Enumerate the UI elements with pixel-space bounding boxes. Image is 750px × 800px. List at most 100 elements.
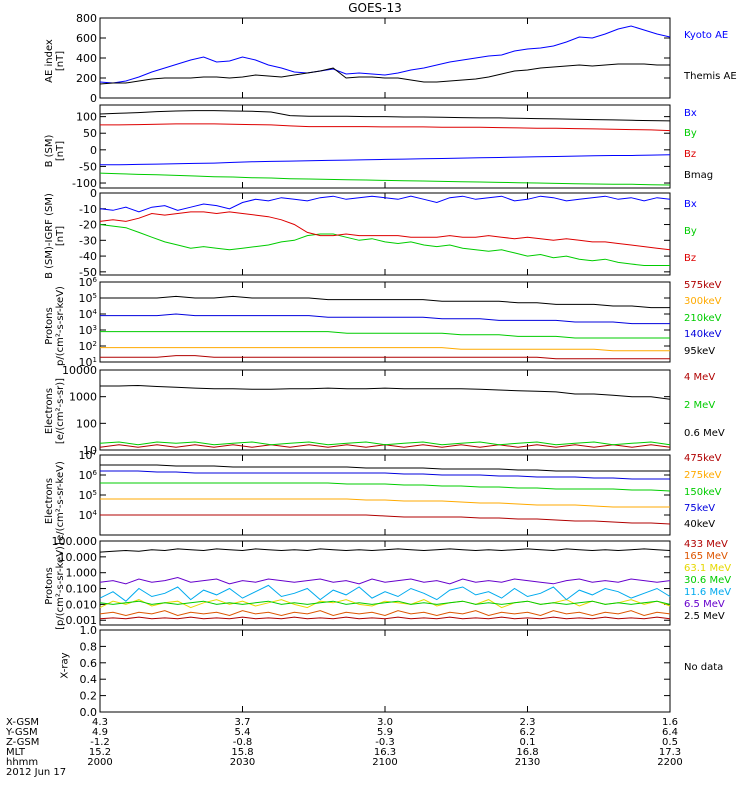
ytick-label-electrons1: 100 (76, 417, 97, 430)
ytick-label-protons2: 1.000 (66, 567, 98, 580)
ytick-label-bigrf: -30 (79, 234, 97, 247)
legend-11-6mev: 11.6 MeV (684, 587, 732, 598)
series-line-bsm-bz (100, 123, 671, 132)
ylabel-ae: AE index [nT] (44, 39, 66, 83)
ytick-label-ae: 600 (76, 32, 97, 45)
panel-frame-electrons1 (99, 369, 671, 451)
ephem-value-x: 2.3 (519, 717, 536, 728)
legend-bigrf-bx: Bx (684, 199, 697, 210)
series-line-protons2-11-6-mev (99, 584, 671, 602)
ytick-label-protons2: 0.100 (66, 583, 98, 596)
legend-433mev: 433 MeV (684, 539, 728, 550)
panel-frame-electrons2 (99, 454, 671, 536)
series-line-protons2-6-5-mev (99, 576, 671, 585)
ephem-value-mlt: 15.2 (88, 747, 112, 758)
legend-63-1mev: 63.1 MeV (684, 563, 732, 574)
ytick-label-protons2: 10.000 (59, 551, 98, 564)
ephem-value-mlt: 16.8 (516, 747, 539, 758)
series-line-bigrf-by (99, 224, 670, 266)
panel-frame-xray (99, 629, 671, 713)
ephem-value-z: -1.2 (90, 737, 110, 748)
series-line-bsm-by (99, 172, 671, 186)
ytick-label-protons2: 0.001 (66, 614, 98, 627)
ephem-value-y: 6.4 (662, 727, 678, 738)
ephem-value-y: 4.9 (92, 727, 108, 738)
legend-210kev: 210keV (684, 313, 722, 324)
ytick-label-protons2: 100.000 (52, 535, 98, 548)
legend-bsm-by: By (684, 128, 697, 139)
series-line-protons2-2-5-mev (99, 548, 671, 553)
ephem-value-z: 0.5 (662, 737, 678, 748)
ytick-label-protons1: 103 (79, 324, 97, 337)
legend-275kev: 275keV (684, 470, 722, 481)
legend-bsm-bx: Bx (684, 108, 697, 119)
ytick-label-ae: 400 (76, 52, 97, 65)
series-line-protons2-30-6-mev (99, 600, 671, 605)
ephem-value-y: 5.4 (234, 727, 251, 738)
ephem-value-hhmm: 2000 (87, 757, 113, 768)
series-line-bigrf-bx (99, 195, 671, 213)
legend-themis-ae: Themis AE (684, 71, 737, 82)
ytick-label-electrons1: 1000 (69, 391, 97, 404)
legend-6-5mev: 6.5 MeV (684, 599, 725, 610)
series-line-protons2-433-mev (99, 616, 671, 620)
ephem-label-ygsm: Y-GSM (6, 727, 38, 738)
ephem-value-y: 5.9 (377, 727, 393, 738)
legend-bsm-bmag: Bmag (684, 170, 714, 181)
legend-0-6mev: 0.6 MeV (684, 428, 725, 439)
panel-frame-bigrf (99, 192, 671, 276)
legend-kyoto-ae: Kyoto AE (684, 30, 729, 41)
ytick-label-ae: 800 (76, 12, 97, 25)
ephem-value-y: 6.2 (519, 727, 536, 738)
ytick-label-xray: 0.8 (80, 640, 98, 653)
series-line-protons2-63-1-mev (99, 599, 671, 609)
ytick-label-bigrf: 0 (90, 187, 97, 200)
legend-2-5mev: 2.5 MeV (684, 611, 725, 622)
ytick-label-protons1: 101 (79, 356, 97, 369)
ytick-label-electrons1: 10000 (62, 364, 97, 377)
legend-95kev: 95keV (684, 346, 716, 357)
series-line-electrons2-75kev (100, 470, 670, 480)
series-line-protons2-165-mev (99, 610, 671, 617)
ytick-label-bigrf: -50 (79, 266, 97, 279)
ytick-label-electrons2: 105 (79, 489, 97, 502)
ytick-label-protons1: 102 (79, 340, 97, 353)
series-line-electrons2-40kev (100, 464, 670, 472)
ylabel-xray: X-ray (59, 652, 71, 679)
ephem-label-hhmm: hhmm (6, 757, 39, 768)
ytick-label-bsm: 100 (76, 111, 97, 124)
ytick-label-bigrf: -40 (79, 250, 97, 263)
ytick-label-protons1: 104 (79, 308, 98, 321)
ytick-label-xray: 0.2 (80, 690, 98, 703)
legend-xray-no-data: No data (684, 662, 724, 673)
series-line-electrons2-275kev (100, 498, 670, 508)
ytick-label-protons1: 106 (79, 276, 98, 289)
legend-75kev: 75keV (684, 503, 716, 514)
ytick-label-bsm: 0 (90, 144, 97, 157)
series-line-bsm-bx (100, 154, 671, 166)
ytick-label-xray: 0.4 (80, 673, 98, 686)
ytick-label-xray: 0.6 (80, 657, 98, 670)
ytick-label-protons2: 0.010 (66, 598, 98, 611)
legend-140kev: 140keV (684, 329, 722, 340)
series-line-electrons2-150kev (100, 482, 671, 492)
ytick-label-bsm: -50 (79, 160, 97, 173)
ytick-label-bigrf: -20 (79, 219, 97, 232)
ephem-value-hhmm: 2100 (372, 757, 398, 768)
legend-475kev: 475keV (684, 453, 722, 464)
series-line-protons1-140kev (100, 313, 670, 325)
ephem-value-mlt: 16.3 (373, 747, 397, 758)
legend-165mev: 165 MeV (684, 551, 728, 562)
legend-40kev: 40keV (684, 519, 716, 530)
chart-title: GOES-13 (348, 1, 402, 15)
panel-frame-protons2 (99, 540, 671, 626)
ephem-label-mlt: MLT (6, 747, 25, 758)
ephem-value-mlt: 17.3 (658, 747, 682, 758)
ephem-date: 2012 Jun 17 (6, 767, 67, 778)
legend-575kev: 575keV (684, 280, 722, 291)
ephem-value-x: 3.0 (377, 717, 393, 728)
ephem-label-xgsm: X-GSM (6, 717, 40, 728)
legend-2mev: 2 MeV (684, 400, 716, 411)
ephem-value-mlt: 15.8 (231, 747, 254, 758)
series-line-protons1-95kev (100, 295, 670, 309)
